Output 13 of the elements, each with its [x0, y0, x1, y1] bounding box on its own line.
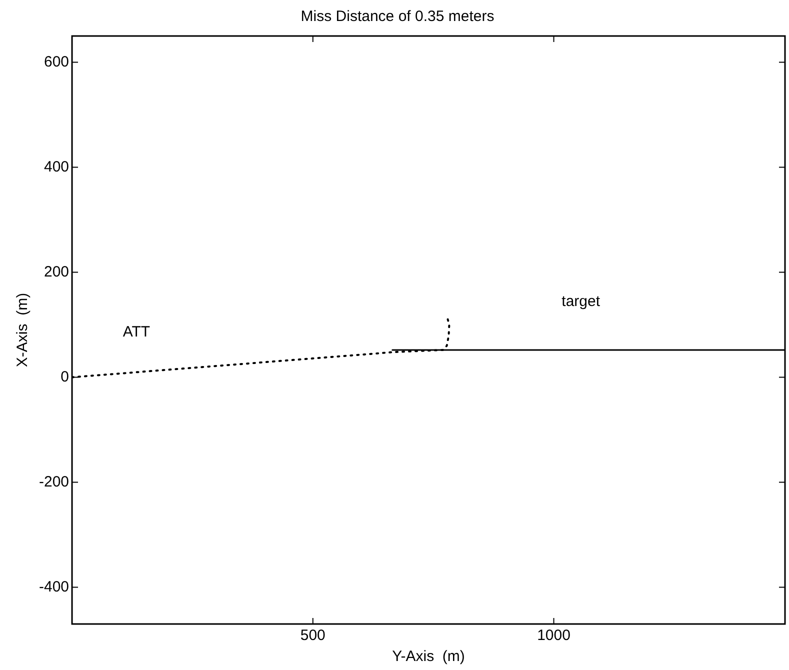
text: target: [562, 293, 601, 310]
y-tick-label: -400: [38, 578, 70, 596]
y-tick-label: 400: [44, 158, 70, 176]
y-axis-title: X-Axis (m): [14, 292, 32, 368]
x-tick-label: 1000: [537, 627, 570, 644]
y-tick-label: 600: [44, 53, 70, 70]
y-tick-label: -200: [38, 473, 70, 490]
chart-title: Miss Distance of 0.35 meters: [300, 8, 494, 26]
text: ATT: [122, 323, 150, 340]
x-axis-title: Y-Axis (m): [392, 648, 465, 666]
x-tick-label: 500: [300, 627, 326, 644]
y-tick-label: 200: [44, 263, 70, 280]
y-tick-label: 0: [60, 368, 70, 386]
